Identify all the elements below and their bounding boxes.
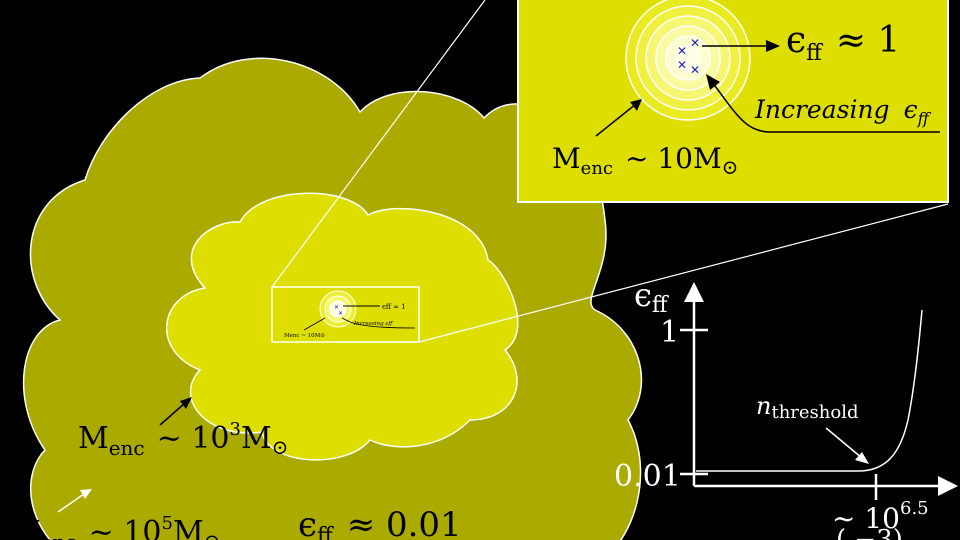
core-ring-6 [674, 44, 702, 72]
graph-curve-label-arrow-head [855, 452, 869, 464]
arrow-mass-head [630, 99, 642, 111]
outer-mass-arrow-head [80, 489, 92, 499]
mini-inset: ✕ ✕ ϵff ≈ 1 Increasing ϵff Menc ~ 10M⊙ [271, 286, 420, 343]
zoom-line-bottom [418, 203, 949, 343]
graph-efficiency-curve [696, 309, 923, 472]
graph-y-arrow [684, 282, 704, 302]
inner-mass-label: Menc ~ 103M⊙ [78, 419, 288, 460]
star-marker-4: ✕ [690, 63, 700, 77]
arrow-eff-head [766, 40, 780, 52]
outer-mass-arrow [57, 493, 85, 513]
mini-increasing-label: Increasing ϵff [353, 321, 393, 327]
increasing-label: Increasing ϵff [754, 95, 932, 128]
mini-eff-label: ϵff ≈ 1 [382, 303, 406, 311]
mini-mass-label: Menc ~ 10M⊙ [284, 333, 325, 339]
inner-mass-arrow [159, 402, 186, 426]
graph-x-tick-label: ~ 106.5 [832, 498, 929, 535]
zoom-line-top [271, 0, 486, 288]
mini-arrow-mass [303, 317, 326, 331]
inset-mass-label: Menc ~ 10M⊙ [552, 142, 738, 179]
inner-mass-arrow-head [180, 397, 192, 409]
arrow-mass-line [595, 103, 637, 137]
mini-arrow-increasing [341, 317, 416, 329]
graph-x-unit-fragment: ( −3) [836, 525, 903, 540]
arrow-increasing-line [711, 81, 940, 133]
star-marker-3: ✕ [677, 58, 687, 72]
outer-eff-label: ϵff ≈ 0.01 [298, 505, 462, 540]
star-marker-2: ✕ [690, 36, 700, 50]
graph-curve-label-arrow [825, 427, 863, 459]
graph-y-label: ϵff [634, 276, 669, 318]
mini-core-ring-inner [329, 300, 347, 318]
arrow-increasing-head [706, 74, 720, 90]
outer-mass-label: Menc~ 105M⊙ [10, 513, 220, 540]
graph-curve-label: nthreshold [756, 392, 859, 423]
graph-x-arrow [938, 476, 958, 496]
mini-marker-2: ✕ [338, 310, 343, 317]
mini-marker-1: ✕ [334, 304, 339, 311]
zoom-inset: ✕ ✕ ✕ ✕ ϵff ≈ 1 Increasing ϵff Menc ~ 10M⊙ [517, 0, 949, 203]
efficiency-graph: ϵff 1 0.01 nthreshold ~ 106.5 ( −3) [614, 276, 958, 540]
star-marker-1: ✕ [677, 44, 687, 58]
graph-y-tick-bottom-label: 0.01 [614, 459, 681, 494]
graph-y-tick-top-label: 1 [660, 315, 679, 350]
inset-eff-label: ϵff ≈ 1 [786, 20, 900, 66]
